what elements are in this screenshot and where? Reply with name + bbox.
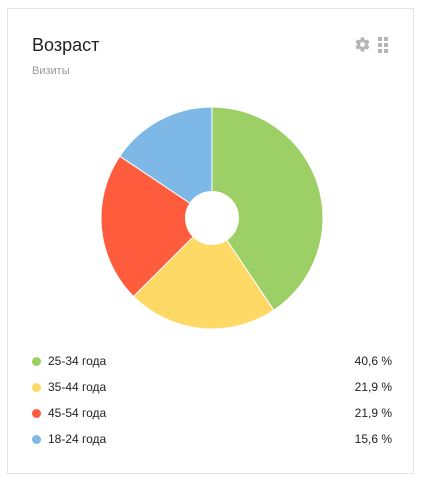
pie-slice[interactable]	[100, 155, 213, 298]
legend-label: 35-44 года	[48, 380, 107, 394]
legend-color-dot	[32, 434, 41, 444]
legend-value: 40,6 %	[354, 354, 392, 368]
legend-item[interactable]: 45-54 года 21,9 %	[32, 400, 392, 426]
age-pie-chart	[100, 106, 324, 330]
legend-value: 21,9 %	[354, 380, 392, 394]
legend-item[interactable]: 25-34 года 40,6 %	[32, 348, 392, 374]
legend-label: 25-34 года	[48, 354, 107, 368]
pie-slice[interactable]	[119, 106, 213, 219]
widget-tools	[354, 36, 388, 53]
legend-value: 21,9 %	[354, 406, 392, 420]
legend-color-dot	[32, 408, 41, 418]
gear-icon[interactable]	[354, 36, 371, 53]
drag-handle-icon[interactable]	[378, 36, 388, 53]
age-widget: Возраст Визиты 25-34 года 40,6 % 35-44 г…	[7, 8, 414, 474]
legend-label: 18-24 года	[48, 432, 107, 446]
legend-item[interactable]: 35-44 года 21,9 %	[32, 374, 392, 400]
legend-label: 45-54 года	[48, 406, 107, 420]
widget-title: Возраст	[32, 35, 100, 55]
legend-color-dot	[32, 382, 41, 392]
legend-item[interactable]: 18-24 года 15,6 %	[32, 426, 392, 452]
legend-value: 15,6 %	[354, 432, 392, 446]
widget-subtitle: Визиты	[32, 65, 70, 77]
pie-slice[interactable]	[211, 106, 324, 311]
pie-slice[interactable]	[132, 217, 275, 330]
legend-color-dot	[32, 356, 41, 366]
donut-hole	[185, 191, 239, 245]
chart-legend: 25-34 года 40,6 % 35-44 года 21,9 % 45-5…	[32, 348, 392, 452]
